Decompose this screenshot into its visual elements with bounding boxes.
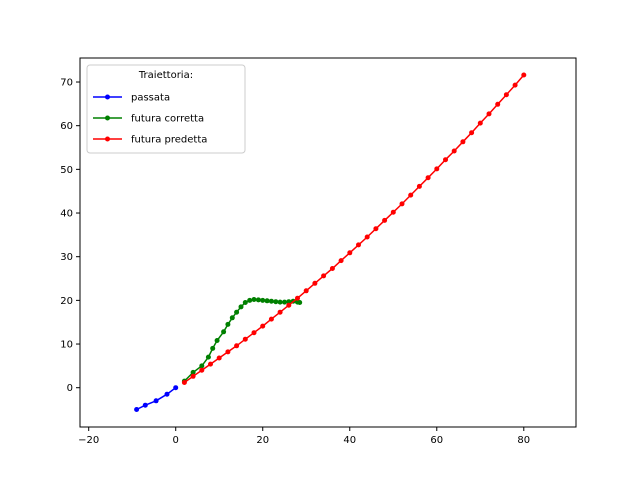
data-point xyxy=(225,321,231,327)
axes-frame xyxy=(79,57,577,428)
data-point xyxy=(260,323,266,329)
x-tick-label: 20 xyxy=(256,435,269,446)
data-point xyxy=(268,298,274,304)
data-point xyxy=(373,226,379,232)
series-line xyxy=(183,74,525,384)
data-point xyxy=(451,148,457,154)
data-point xyxy=(512,82,518,88)
data-point xyxy=(216,355,222,361)
data-point xyxy=(142,402,148,408)
data-point xyxy=(173,385,179,391)
series-3 xyxy=(181,72,527,385)
data-point xyxy=(229,315,235,321)
data-point xyxy=(234,309,240,315)
data-point xyxy=(190,373,196,379)
data-point xyxy=(153,398,159,404)
data-point xyxy=(469,130,475,136)
data-point xyxy=(181,380,187,385)
data-point xyxy=(382,217,388,223)
data-point xyxy=(199,363,205,369)
data-point xyxy=(477,120,483,126)
data-point xyxy=(443,157,448,163)
data-point xyxy=(221,329,227,335)
series-2 xyxy=(181,297,303,384)
data-point xyxy=(312,280,318,286)
y-tick-label: 70 xyxy=(60,78,73,89)
y-tick-label: 0 xyxy=(67,383,73,394)
data-point xyxy=(260,297,266,303)
x-tick-label: −20 xyxy=(78,435,99,446)
data-point xyxy=(356,242,361,248)
data-point xyxy=(338,258,344,264)
data-point xyxy=(295,295,300,301)
data-point xyxy=(164,391,170,397)
data-point xyxy=(286,299,292,305)
data-point xyxy=(347,250,353,256)
data-point xyxy=(247,297,253,303)
ticks-layer: −20 0 20 40 60 80 0 10 20 30 40 50 60 70 xyxy=(60,78,530,446)
y-tick-label: 30 xyxy=(60,252,73,263)
data-point xyxy=(251,330,257,336)
legend: Traiettoria: passata futura corretta futur… xyxy=(86,64,246,154)
x-tick-label: 0 xyxy=(173,435,179,446)
data-point xyxy=(460,139,466,145)
data-point xyxy=(521,72,527,78)
data-point xyxy=(486,111,492,117)
legend-label: futura predetta xyxy=(131,135,207,146)
data-point xyxy=(205,354,211,360)
data-point xyxy=(303,288,309,294)
y-tick-label: 10 xyxy=(60,340,73,351)
data-point xyxy=(416,183,422,189)
y-tick-label: 50 xyxy=(60,165,73,176)
data-point xyxy=(277,309,283,315)
data-point xyxy=(434,166,440,172)
data-point xyxy=(408,192,414,198)
data-point xyxy=(208,361,213,367)
legend-entries: passata futura corretta futura predetta xyxy=(93,93,207,146)
y-tick-label: 60 xyxy=(60,121,73,132)
legend-swatch-marker xyxy=(105,94,110,100)
data-point xyxy=(390,209,396,215)
data-point xyxy=(242,300,248,305)
data-point xyxy=(134,407,140,412)
data-point xyxy=(282,299,287,305)
data-point xyxy=(321,273,327,279)
data-point xyxy=(242,336,248,342)
data-point xyxy=(273,299,279,305)
data-point xyxy=(199,367,205,373)
data-point xyxy=(264,298,270,304)
data-point xyxy=(225,349,231,355)
data-point xyxy=(268,316,274,322)
series-1 xyxy=(134,385,179,412)
data-point xyxy=(238,304,244,310)
data-point xyxy=(214,338,220,343)
legend-swatch-marker xyxy=(105,136,110,142)
data-point xyxy=(255,297,261,303)
data-point xyxy=(495,101,501,107)
x-tick-label: 60 xyxy=(430,435,443,446)
legend-swatch-marker xyxy=(105,115,110,121)
legend-box xyxy=(86,64,246,154)
x-tick-label: 80 xyxy=(517,435,530,446)
data-point xyxy=(364,234,370,240)
x-tick-label: 40 xyxy=(343,435,356,446)
legend-label: futura corretta xyxy=(131,114,204,125)
legend-title: Traiettoria: xyxy=(138,70,193,81)
data-point xyxy=(399,201,405,207)
data-point xyxy=(329,266,335,271)
series-layer xyxy=(134,72,527,412)
data-point xyxy=(251,297,257,302)
data-point xyxy=(286,302,292,308)
data-point xyxy=(190,369,196,375)
data-point xyxy=(297,300,303,305)
data-point xyxy=(503,92,509,98)
data-point xyxy=(277,299,283,305)
y-tick-label: 40 xyxy=(60,209,73,220)
data-point xyxy=(425,175,431,181)
data-point xyxy=(210,345,216,351)
data-point xyxy=(234,343,240,349)
legend-label: passata xyxy=(131,93,170,104)
y-tick-label: 20 xyxy=(60,296,73,307)
